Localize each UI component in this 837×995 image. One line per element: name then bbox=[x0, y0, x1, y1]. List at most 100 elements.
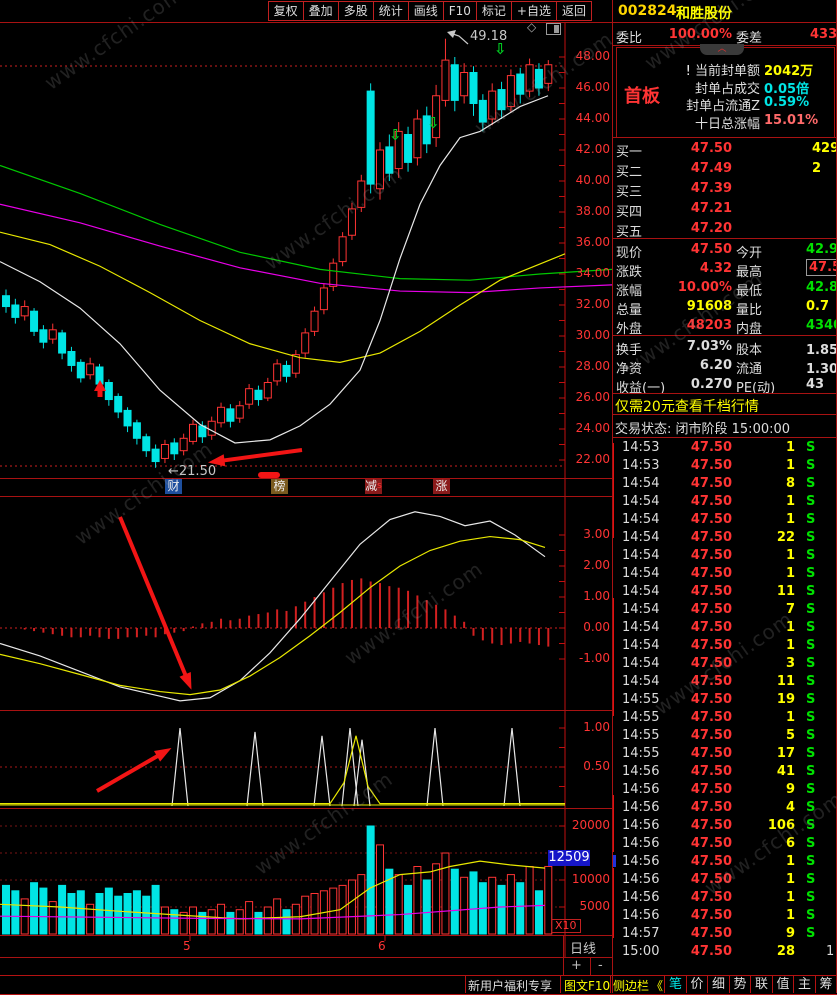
trade-time: 14:56 bbox=[622, 836, 660, 851]
price-axis-label: 32.00 bbox=[575, 297, 610, 311]
trade-volume: 1 bbox=[785, 710, 795, 725]
volume-axis-label: 10000 bbox=[571, 872, 610, 886]
signal-axis-label: 0.50 bbox=[583, 759, 610, 773]
doc-f10-button[interactable]: 图文F10 bbox=[564, 979, 611, 993]
weibi-label: 委比 bbox=[616, 31, 643, 46]
list-scroll-mark-blue[interactable] bbox=[612, 855, 616, 867]
trade-side: S bbox=[806, 620, 816, 635]
bottom-tab-笔[interactable]: 笔 bbox=[664, 976, 686, 993]
list-scroll-mark[interactable] bbox=[612, 795, 614, 852]
trade-price: 47.50 bbox=[690, 440, 732, 455]
trade-side: S bbox=[806, 440, 816, 455]
bottom-tab-联[interactable]: 联 bbox=[750, 976, 772, 993]
signal-axis-label: 1.00 bbox=[583, 720, 610, 734]
price-axis-label: 48.00 bbox=[575, 49, 610, 63]
zoom-out-button[interactable]: - bbox=[598, 958, 603, 973]
trade-volume: 7 bbox=[785, 602, 795, 617]
list-scroll-mark[interactable] bbox=[612, 443, 614, 538]
trade-volume: 1 bbox=[785, 548, 795, 563]
bottom-promo-link[interactable]: 新用户福利专享 bbox=[468, 979, 553, 993]
indicator-tag-财[interactable]: 财 bbox=[165, 479, 182, 494]
divider bbox=[610, 976, 611, 993]
trade-time: 14:55 bbox=[622, 728, 660, 743]
menu-复权[interactable]: 复权 bbox=[267, 1, 304, 21]
bottom-tab-势[interactable]: 势 bbox=[728, 976, 751, 993]
menu-叠加[interactable]: 叠加 bbox=[302, 1, 339, 21]
menu-F10[interactable]: F10 bbox=[442, 1, 477, 21]
bid-price: 47.20 bbox=[690, 221, 732, 236]
list-scroll-mark[interactable] bbox=[612, 598, 614, 716]
board-row-label: ! 当前封单额 bbox=[685, 64, 760, 79]
macd-axis-label: 1.00 bbox=[583, 589, 610, 603]
stat-value: 0.7 bbox=[806, 299, 830, 314]
trade-volume: 1 bbox=[785, 620, 795, 635]
trade-volume: 3 bbox=[785, 656, 795, 671]
trade-side: S bbox=[806, 692, 816, 707]
bottom-tab-细[interactable]: 细 bbox=[707, 976, 729, 993]
trade-price: 47.50 bbox=[690, 800, 732, 815]
stat-value: 6.20 bbox=[699, 358, 732, 373]
trade-volume: 1 bbox=[785, 494, 795, 509]
weicha-value: 433 bbox=[810, 27, 837, 42]
trade-price: 47.50 bbox=[690, 584, 732, 599]
bottom-tab-筹[interactable]: 筹 bbox=[814, 976, 837, 993]
price-axis-label: 46.00 bbox=[575, 80, 610, 94]
collapse-chevron[interactable]: ︿ bbox=[700, 44, 744, 55]
bottom-tab-主[interactable]: 主 bbox=[793, 976, 815, 993]
trade-volume: 5 bbox=[785, 728, 795, 743]
menu-统计[interactable]: 统计 bbox=[372, 1, 409, 21]
zoom-in-button[interactable]: + bbox=[571, 958, 582, 973]
indicator-tag-涨[interactable]: 涨 bbox=[433, 479, 450, 494]
trade-time: 14:54 bbox=[622, 530, 660, 545]
trade-side: S bbox=[806, 728, 816, 743]
menu-返回[interactable]: 返回 bbox=[555, 1, 592, 21]
trade-side: S bbox=[806, 494, 816, 509]
paid-feature-link[interactable]: 仅需20元查看千档行情 bbox=[615, 399, 759, 415]
board-row-value: 0.05倍 bbox=[764, 81, 810, 97]
menu-画线[interactable]: 画线 bbox=[407, 1, 444, 21]
stat-value: 7.03% bbox=[686, 339, 732, 354]
trade-volume: 22 bbox=[776, 530, 795, 545]
indicator-tag-减[interactable]: 减s bbox=[365, 479, 382, 494]
bottom-tab-价[interactable]: 价 bbox=[685, 976, 708, 993]
menu-+自选[interactable]: +自选 bbox=[510, 1, 557, 21]
sidebar-toggle-button[interactable]: 侧边栏 bbox=[613, 979, 650, 993]
menu-多股[interactable]: 多股 bbox=[337, 1, 374, 21]
stat-value: 10.00% bbox=[677, 280, 732, 295]
period-selector[interactable]: 日线 bbox=[570, 942, 597, 957]
trade-time: 14:54 bbox=[622, 476, 660, 491]
trade-side: S bbox=[806, 674, 816, 689]
trade-side: S bbox=[806, 782, 816, 797]
stock-code: 002824 bbox=[618, 3, 677, 19]
menu-标记[interactable]: 标记 bbox=[475, 1, 512, 21]
trade-price: 47.50 bbox=[690, 836, 732, 851]
trade-time: 14:54 bbox=[622, 494, 660, 509]
bid-volume: 429 bbox=[812, 141, 837, 156]
trade-side: S bbox=[806, 656, 816, 671]
trade-side: S bbox=[806, 854, 816, 869]
trade-time: 14:56 bbox=[622, 782, 660, 797]
trade-price: 47.50 bbox=[690, 512, 732, 527]
volume-unit-label: X10 bbox=[551, 919, 581, 933]
trade-time: 14:53 bbox=[622, 440, 660, 455]
trade-side: S bbox=[806, 926, 816, 941]
trade-time: 14:56 bbox=[622, 818, 660, 833]
indicator-tag-榜[interactable]: 榜 bbox=[271, 479, 288, 494]
diamond-mark-icon[interactable]: ◇ bbox=[527, 20, 537, 34]
divider bbox=[612, 335, 837, 336]
trade-side: S bbox=[806, 746, 816, 761]
price-axis-label: 26.00 bbox=[575, 390, 610, 404]
divider bbox=[465, 976, 466, 993]
stat-label: 流通 bbox=[736, 362, 763, 377]
trade-price: 47.50 bbox=[690, 854, 732, 869]
trade-time: 14:53 bbox=[622, 458, 660, 473]
divider bbox=[0, 935, 612, 936]
list-scroll-mark[interactable] bbox=[612, 868, 614, 938]
price-axis-label: 42.00 bbox=[575, 142, 610, 156]
collapse-arrows-icon[interactable]: 《 bbox=[651, 979, 664, 993]
bottom-tab-值[interactable]: 值 bbox=[771, 976, 794, 993]
tag-superscript: s bbox=[377, 481, 382, 491]
trade-time: 14:54 bbox=[622, 584, 660, 599]
panel-toggle-icon[interactable] bbox=[546, 23, 561, 35]
